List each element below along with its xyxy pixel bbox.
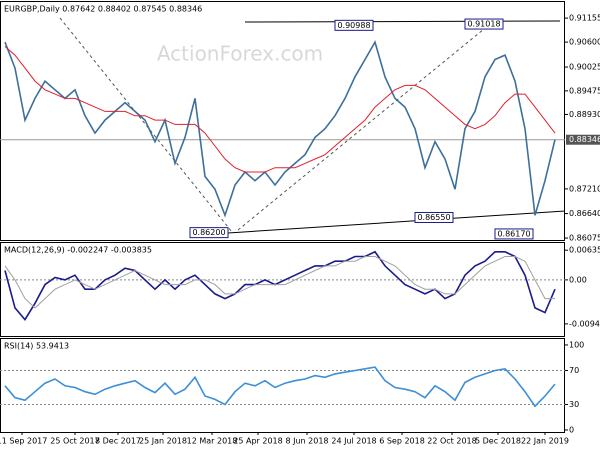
annotation-label: 0.86200	[192, 228, 225, 237]
series-line	[4, 250, 556, 321]
x-tick-label: 11 Sep 2017	[0, 437, 47, 446]
x-tick-label: 22 Oct 2018	[427, 437, 476, 446]
x-tick-label: 25 Apr 2018	[233, 437, 282, 446]
series-line	[4, 366, 556, 408]
last-price-box	[566, 134, 600, 145]
y-tick-label: 0.91155	[569, 14, 600, 23]
y-tick-label: 0.87210	[569, 184, 600, 193]
y-tick-label: 70	[569, 366, 579, 375]
x-tick-label: 12 Mar 2018	[187, 437, 238, 446]
trend-line	[227, 210, 566, 234]
annotation-label: 0.91018	[467, 20, 500, 29]
annotation-box	[334, 19, 374, 31]
x-tick-label: 24 Jul 2018	[331, 437, 376, 446]
annotation-box	[464, 18, 504, 30]
panel-title: EURGBP,Daily 0.87642 0.88402 0.87545 0.8…	[4, 5, 202, 14]
y-tick-label: 100	[569, 340, 584, 349]
annotation-box	[414, 211, 454, 223]
y-tick-label: 0.86640	[569, 209, 600, 218]
y-tick-label: 0.88930	[569, 110, 600, 119]
series-line	[4, 256, 555, 309]
trend-line	[244, 20, 561, 23]
x-tick-label: 25 Oct 2017	[50, 437, 99, 446]
series-line	[4, 46, 556, 173]
x-tick-label: 8 Dec 2017	[95, 437, 141, 446]
annotation-label: 0.86550	[417, 213, 450, 222]
y-tick-label: 0.90025	[569, 63, 600, 72]
y-tick-label: 0	[569, 425, 574, 434]
y-tick-label: 0.89475	[569, 86, 600, 95]
panel-title: RSI(14) 53.9413	[4, 342, 69, 351]
y-tick-label: -0.009407	[569, 319, 600, 328]
panel-title: MACD(12,26,9) -0.002247 -0.003835	[4, 246, 152, 255]
panel-frame	[0, 242, 565, 337]
trend-line	[237, 19, 496, 231]
y-tick-label: 0.00	[569, 275, 587, 284]
annotation-label: 0.90988	[337, 21, 370, 30]
panel-frame	[0, 338, 565, 433]
y-tick-label: 0.90600	[569, 38, 600, 47]
x-tick-label: 25 Jan 2018	[139, 437, 187, 446]
annotation-box	[494, 228, 534, 240]
x-tick-label: 8 Jun 2018	[285, 437, 328, 446]
trend-line	[59, 17, 233, 233]
watermark: ActionForex.com	[157, 42, 323, 66]
x-tick-label: 6 Sep 2018	[379, 437, 425, 446]
y-tick-label: 30	[569, 400, 579, 409]
x-tick-label: 5 Dec 2018	[475, 437, 521, 446]
series-line	[4, 40, 556, 218]
last-price-label: 0.88346	[569, 135, 600, 144]
annotation-label: 0.86170	[497, 229, 530, 238]
x-tick-label: 22 Jan 2019	[521, 437, 569, 446]
annotation-box	[189, 227, 229, 239]
y-tick-label: 0.86075	[569, 234, 600, 243]
panel-frame	[0, 1, 565, 241]
y-tick-label: 0.00635	[569, 246, 600, 255]
